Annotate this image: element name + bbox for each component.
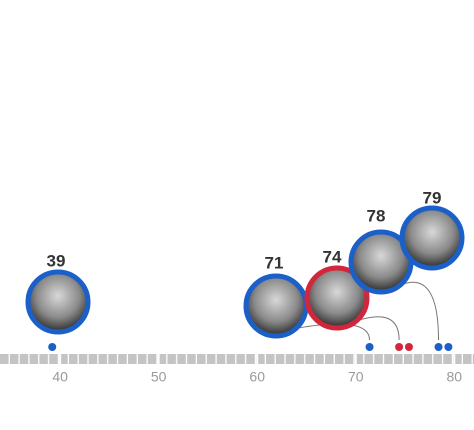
x-tick-label: 40	[52, 369, 68, 385]
age-dot	[48, 343, 57, 351]
portrait	[304, 265, 370, 331]
x-tick-label: 50	[151, 369, 167, 385]
leader-line	[358, 316, 400, 341]
age-dot	[444, 343, 453, 351]
age-dot	[365, 343, 374, 351]
age-label: 79	[423, 188, 442, 207]
age-label: 39	[47, 251, 66, 270]
portrait	[25, 269, 91, 335]
axis-bar	[0, 354, 474, 364]
x-tick-label: 70	[348, 369, 364, 385]
age-label: 74	[323, 247, 342, 266]
x-tick-label: 80	[447, 369, 463, 385]
age-label: 78	[367, 206, 386, 225]
portrait	[243, 273, 309, 339]
leader-line	[402, 281, 440, 341]
age-dot	[404, 343, 413, 351]
portrait	[399, 205, 465, 271]
age-label: 71	[265, 253, 284, 272]
age-dot	[434, 343, 443, 351]
x-tick-label: 60	[249, 369, 265, 385]
age-dot	[395, 343, 404, 351]
